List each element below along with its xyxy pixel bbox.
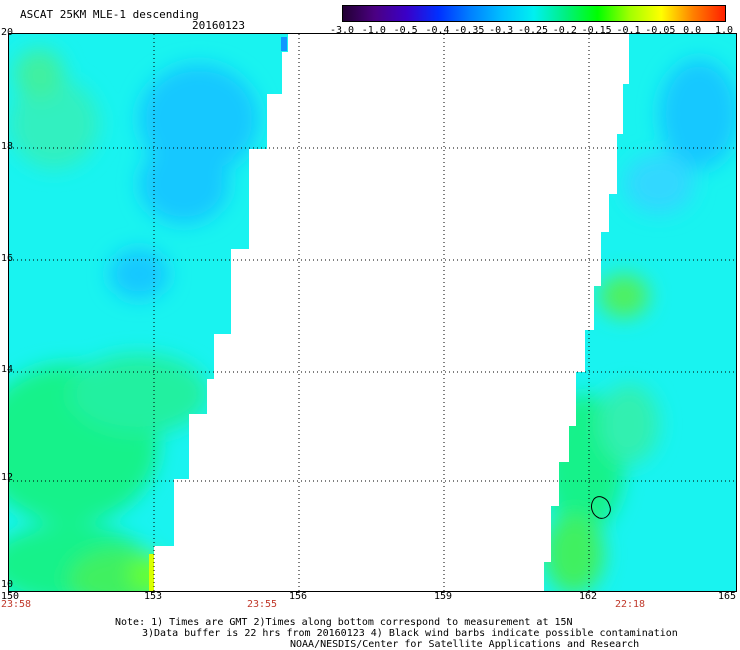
colorbar-label: -0.15	[581, 25, 612, 36]
map-panel	[8, 33, 737, 592]
lon-label-159: 159	[433, 591, 453, 602]
colorbar-label: -0.05	[645, 25, 676, 36]
colorbar-label: 0.0	[683, 25, 702, 36]
colorbar-label: -3.0	[329, 25, 355, 36]
graticule	[9, 34, 736, 591]
lon-label-162: 162	[578, 591, 598, 602]
note-line-1: Note: 1) Times are GMT 2)Times along bot…	[115, 617, 573, 628]
lon-label-150: 150	[0, 591, 20, 602]
map-title: ASCAT 25KM MLE-1 descending	[20, 8, 199, 21]
colorbar-label: -0.35	[454, 25, 485, 36]
lat-label-12: 12	[1, 472, 14, 483]
left-swath	[9, 34, 288, 591]
lat-label-18: 18	[1, 141, 14, 152]
time-label-left: 23:58	[0, 599, 32, 610]
lon-label-165: 165	[717, 591, 737, 602]
colorbar-label: -0.4	[425, 25, 450, 36]
note-line-3: NOAA/NESDIS/Center for Satellite Applica…	[290, 639, 640, 650]
colorbar-label: -0.5	[393, 25, 418, 36]
colorbar-label: -0.2	[552, 25, 577, 36]
time-label-mid: 23:55	[246, 599, 278, 610]
colorbar	[342, 5, 726, 22]
lon-label-156: 156	[288, 591, 308, 602]
colorbar-label: -0.3	[489, 25, 514, 36]
lat-label-20: 20	[1, 27, 14, 38]
colorbar-label: -0.25	[517, 25, 549, 36]
lat-label-14: 14	[1, 364, 14, 375]
map-date: 20160123	[192, 19, 245, 32]
lon-label-153: 153	[143, 591, 163, 602]
map-canvas	[9, 34, 736, 591]
colorbar-label: 1.0	[714, 25, 734, 36]
lat-label-16: 16	[1, 253, 14, 264]
colorbar-label: -1.0	[361, 25, 386, 36]
note-line-2: 3)Data buffer is 22 hrs from 20160123 4)…	[142, 628, 678, 639]
right-swath	[544, 34, 736, 591]
lat-label-10: 10	[1, 579, 14, 590]
contamination-contour	[591, 496, 611, 519]
time-label-right: 22:18	[614, 599, 646, 610]
colorbar-label: -0.1	[616, 25, 641, 36]
